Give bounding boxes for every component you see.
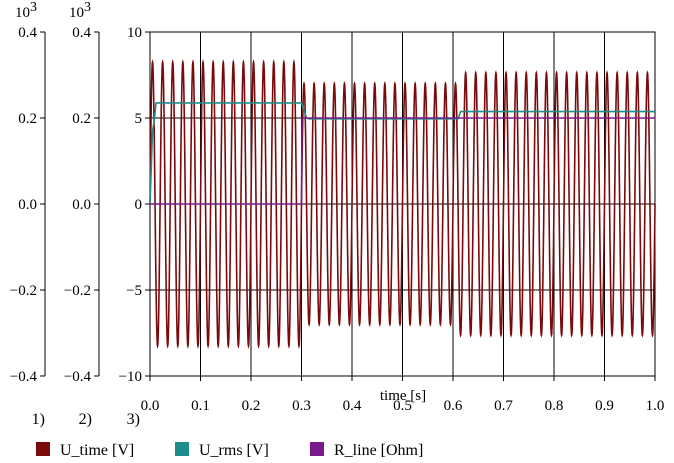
y-axis-scale-exponent: 3 <box>30 0 37 15</box>
y-tick-label: 0.0 <box>18 197 37 213</box>
axis-id-label: 3) <box>127 411 140 428</box>
legend-swatch <box>175 442 189 456</box>
y-tick-label: −0.2 <box>64 283 91 299</box>
y-tick-label: 0.4 <box>18 25 37 41</box>
y-tick-label: 10 <box>127 25 142 41</box>
y-tick-label: −0.2 <box>10 283 37 299</box>
series-line-3 <box>150 117 655 205</box>
series-layer <box>149 59 656 349</box>
series-line-1 <box>149 59 656 349</box>
y-tick-label: 0.2 <box>72 111 91 127</box>
x-tick-label: 0.1 <box>191 398 210 414</box>
legend-label: U_time [V] <box>60 442 134 459</box>
axis-id-labels: 1) 2) 3) <box>32 411 140 428</box>
legend-item: U_rms [V] <box>175 442 269 459</box>
legend-item: R_line [Ohm] <box>310 442 423 459</box>
x-tick-label: 1.0 <box>646 398 665 414</box>
y-tick-label: −5 <box>126 283 142 299</box>
y-tick-label: 0.0 <box>72 197 91 213</box>
series-line-2 <box>149 102 655 205</box>
x-tick-label: 0.6 <box>444 398 463 414</box>
x-axis-label: time [s] <box>380 388 426 404</box>
x-axis: 0.0 0.1 0.2 0.3 0.4 0.5 0.6 0.7 0.8 0.9 1.0 <box>141 376 665 414</box>
x-tick-label: 0.3 <box>292 398 311 414</box>
x-tick-label: 0.8 <box>545 398 564 414</box>
y-tick-label: 5 <box>135 111 143 127</box>
y-axes: 0.40.20.0−0.2−0.41030.40.20.0−0.2−0.4103… <box>10 0 151 385</box>
y-tick-label: 0.4 <box>72 25 91 41</box>
legend-label: R_line [Ohm] <box>334 442 423 459</box>
x-tick-label: 0.0 <box>141 398 160 414</box>
x-tick-label: 0.5 <box>393 398 412 414</box>
y-tick-label: −0.4 <box>64 369 92 385</box>
y-tick-label: −0.4 <box>10 369 38 385</box>
legend: U_time [V] U_rms [V] R_line [Ohm] <box>36 442 423 459</box>
y-tick-label: 0 <box>135 197 143 213</box>
axis-id-label: 1) <box>32 411 45 428</box>
legend-swatch <box>310 442 324 456</box>
y-axis-scale-exponent: 3 <box>84 0 91 15</box>
legend-swatch <box>36 442 50 456</box>
x-tick-label: 0.2 <box>242 398 261 414</box>
x-tick-label: 0.7 <box>494 398 513 414</box>
legend-item: U_time [V] <box>36 442 134 459</box>
legend-label: U_rms [V] <box>199 442 269 459</box>
y-tick-label: −10 <box>119 369 142 385</box>
x-tick-label: 0.4 <box>343 398 362 414</box>
x-tick-label: 0.9 <box>595 398 614 414</box>
y-tick-label: 0.2 <box>18 111 37 127</box>
axis-id-label: 2) <box>79 411 92 428</box>
